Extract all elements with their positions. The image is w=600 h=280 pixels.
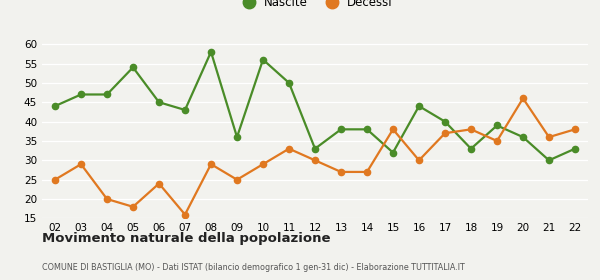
Decessi	[103, 197, 110, 201]
Nascite	[442, 120, 449, 123]
Nascite	[77, 93, 85, 96]
Line: Nascite: Nascite	[52, 49, 578, 164]
Decessi	[545, 136, 553, 139]
Decessi	[259, 162, 266, 166]
Nascite	[364, 128, 371, 131]
Decessi	[311, 159, 319, 162]
Nascite	[467, 147, 475, 150]
Decessi	[467, 128, 475, 131]
Nascite	[571, 147, 578, 150]
Nascite	[259, 58, 266, 61]
Decessi	[389, 128, 397, 131]
Decessi	[442, 132, 449, 135]
Decessi	[52, 178, 59, 181]
Decessi	[364, 170, 371, 174]
Decessi	[337, 170, 344, 174]
Nascite	[337, 128, 344, 131]
Decessi	[155, 182, 163, 185]
Legend: Nascite, Decessi: Nascite, Decessi	[232, 0, 398, 14]
Decessi	[77, 162, 85, 166]
Nascite	[130, 66, 137, 69]
Nascite	[520, 136, 527, 139]
Nascite	[155, 101, 163, 104]
Decessi	[233, 178, 241, 181]
Nascite	[311, 147, 319, 150]
Decessi	[520, 97, 527, 100]
Decessi	[493, 139, 500, 143]
Nascite	[103, 93, 110, 96]
Nascite	[545, 159, 553, 162]
Line: Decessi: Decessi	[52, 95, 578, 218]
Decessi	[130, 205, 137, 209]
Decessi	[208, 162, 215, 166]
Nascite	[415, 104, 422, 108]
Nascite	[233, 136, 241, 139]
Decessi	[286, 147, 293, 150]
Nascite	[208, 50, 215, 53]
Text: COMUNE DI BASTIGLIA (MO) - Dati ISTAT (bilancio demografico 1 gen-31 dic) - Elab: COMUNE DI BASTIGLIA (MO) - Dati ISTAT (b…	[42, 263, 465, 272]
Nascite	[493, 124, 500, 127]
Nascite	[181, 108, 188, 112]
Decessi	[571, 128, 578, 131]
Decessi	[181, 213, 188, 216]
Text: Movimento naturale della popolazione: Movimento naturale della popolazione	[42, 232, 331, 245]
Nascite	[52, 104, 59, 108]
Nascite	[389, 151, 397, 154]
Decessi	[415, 159, 422, 162]
Nascite	[286, 81, 293, 85]
